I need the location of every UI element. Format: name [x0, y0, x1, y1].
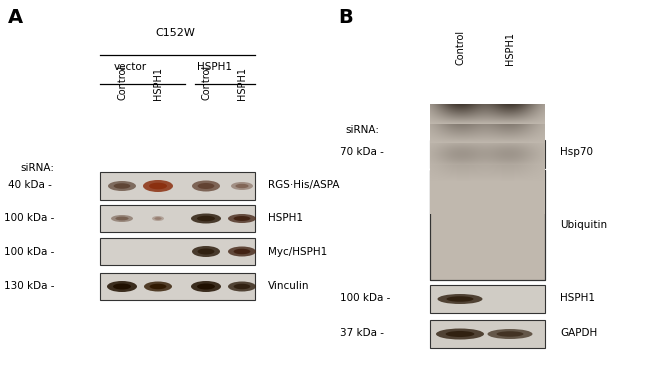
Ellipse shape — [437, 294, 482, 304]
Ellipse shape — [107, 281, 137, 292]
Bar — [100, 172, 255, 200]
Ellipse shape — [446, 331, 474, 337]
Text: vector: vector — [114, 62, 146, 72]
Ellipse shape — [498, 152, 522, 156]
Ellipse shape — [488, 329, 532, 339]
Ellipse shape — [144, 281, 172, 291]
Ellipse shape — [113, 283, 131, 290]
Ellipse shape — [233, 284, 250, 289]
Text: Control: Control — [201, 65, 211, 100]
Ellipse shape — [228, 281, 256, 291]
Text: 40 kDa -: 40 kDa - — [8, 180, 52, 190]
Ellipse shape — [437, 149, 482, 159]
Text: A: A — [8, 8, 23, 27]
Ellipse shape — [228, 247, 256, 257]
Bar — [430, 320, 545, 348]
Text: Ubiquitin: Ubiquitin — [560, 220, 607, 230]
Text: siRNA:: siRNA: — [345, 125, 379, 135]
Ellipse shape — [155, 217, 162, 220]
Text: 70 kDa -: 70 kDa - — [340, 147, 384, 157]
Text: 100 kDa -: 100 kDa - — [4, 247, 55, 257]
Ellipse shape — [114, 183, 131, 189]
Ellipse shape — [191, 281, 221, 292]
Text: HSPH1: HSPH1 — [505, 32, 515, 65]
Ellipse shape — [447, 151, 473, 157]
Ellipse shape — [233, 216, 250, 221]
Ellipse shape — [228, 214, 256, 223]
Ellipse shape — [233, 249, 250, 254]
Text: Vinculin: Vinculin — [268, 281, 309, 291]
Text: 37 kDa -: 37 kDa - — [340, 328, 384, 338]
Text: HSPH1: HSPH1 — [153, 67, 163, 100]
Ellipse shape — [192, 246, 220, 257]
Text: HSPH1: HSPH1 — [237, 67, 247, 100]
Ellipse shape — [192, 180, 220, 192]
Bar — [430, 285, 545, 313]
Text: 100 kDa -: 100 kDa - — [340, 293, 391, 303]
Ellipse shape — [436, 328, 484, 339]
Ellipse shape — [191, 214, 221, 223]
Ellipse shape — [197, 283, 215, 290]
Text: Myc/HSPH1: Myc/HSPH1 — [268, 247, 327, 257]
Text: 100 kDa -: 100 kDa - — [4, 213, 55, 223]
Text: Control: Control — [455, 30, 465, 65]
Bar — [100, 238, 255, 265]
Ellipse shape — [143, 180, 173, 192]
Ellipse shape — [150, 284, 166, 289]
Ellipse shape — [116, 217, 129, 220]
Ellipse shape — [111, 215, 133, 222]
Text: Hsp70: Hsp70 — [560, 147, 593, 157]
Ellipse shape — [108, 181, 136, 191]
Bar — [430, 140, 545, 168]
Text: B: B — [338, 8, 353, 27]
Ellipse shape — [447, 296, 473, 302]
Ellipse shape — [198, 248, 214, 255]
Ellipse shape — [231, 182, 253, 190]
Ellipse shape — [235, 184, 248, 188]
Text: GAPDH: GAPDH — [560, 328, 597, 338]
Text: Control: Control — [117, 65, 127, 100]
Text: siRNA:: siRNA: — [20, 163, 54, 173]
Ellipse shape — [152, 216, 164, 221]
Bar — [430, 170, 545, 280]
Bar — [430, 170, 545, 280]
Text: HSPH1: HSPH1 — [560, 293, 595, 303]
Ellipse shape — [149, 183, 167, 189]
Text: RGS·His/ASPA: RGS·His/ASPA — [268, 180, 339, 190]
Ellipse shape — [490, 149, 530, 159]
Text: C152W: C152W — [155, 28, 195, 38]
Text: HSPH1: HSPH1 — [198, 62, 233, 72]
Text: HSPH1: HSPH1 — [268, 213, 303, 223]
Bar — [100, 273, 255, 300]
Text: 130 kDa -: 130 kDa - — [4, 281, 55, 291]
Bar — [100, 205, 255, 232]
Ellipse shape — [197, 216, 215, 221]
Ellipse shape — [497, 331, 523, 337]
Ellipse shape — [198, 183, 214, 189]
